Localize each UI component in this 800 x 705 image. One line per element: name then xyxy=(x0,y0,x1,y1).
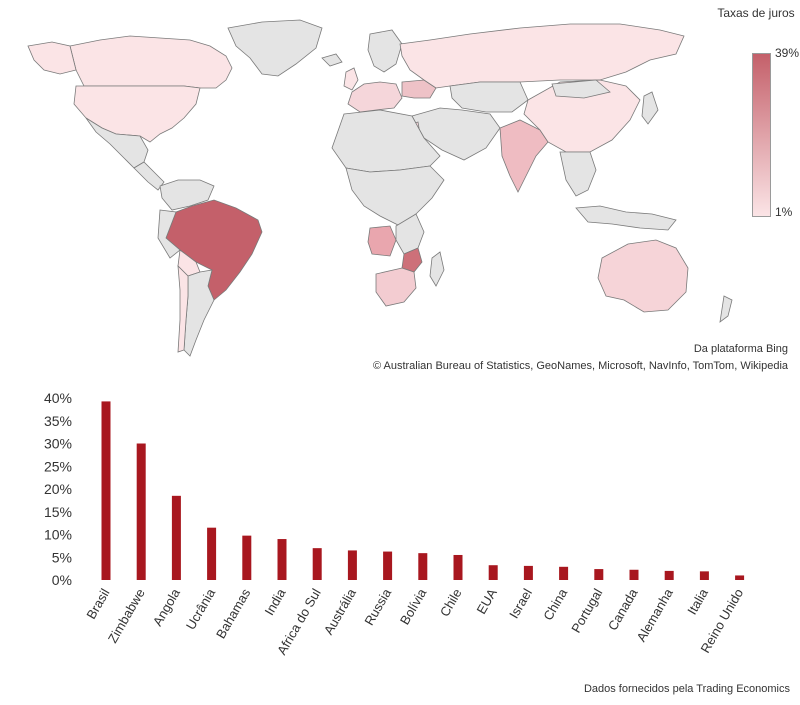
bar-canada xyxy=(629,569,639,580)
data-source-footnote: Dados fornecidos pela Trading Economics xyxy=(583,683,790,695)
world-map-panel: Taxas de juros 39% 1% Da plataforma Bing… xyxy=(27,6,800,372)
central-america xyxy=(133,161,165,191)
legend-gradient-bar xyxy=(752,53,771,217)
y-tick-label: 40% xyxy=(44,390,72,406)
central-africa xyxy=(345,165,445,227)
south-africa xyxy=(375,267,417,307)
map-source-note: Da plataforma Bing xyxy=(693,343,788,355)
bar-brasil xyxy=(101,401,111,580)
x-tick-label: China xyxy=(540,585,570,623)
interest-rate-bar-chart: 0%5%10%15%20%25%30%35%40% BrasilZimbabwe… xyxy=(44,390,746,657)
madagascar xyxy=(429,251,445,287)
bar-chile xyxy=(453,554,463,580)
australia xyxy=(597,239,689,313)
x-tick-label: Russia xyxy=(361,585,394,628)
bar-bolívia xyxy=(418,553,428,580)
y-tick-label: 10% xyxy=(44,527,72,543)
mongolia xyxy=(551,79,611,99)
x-tick-label: Ucrânia xyxy=(183,585,219,632)
bar-zimbabwe xyxy=(136,443,146,580)
x-tick-label: Canada xyxy=(605,585,641,633)
y-axis: 0% 5% 10% 15% 20% 25% 30% 35% 40% xyxy=(44,390,72,588)
y-tick-label: 5% xyxy=(52,549,72,565)
x-tick-label: Israel xyxy=(506,586,535,621)
japan xyxy=(641,91,659,125)
y-tick-label: 35% xyxy=(44,413,72,429)
bar-reino-unido xyxy=(735,575,745,580)
x-tick-label: Bolívia xyxy=(397,585,430,627)
bar-italia xyxy=(699,571,709,580)
x-tick-label: EUA xyxy=(473,586,500,617)
world-map xyxy=(27,19,733,357)
bars xyxy=(101,401,745,580)
x-tick-label: Italia xyxy=(684,585,711,617)
bar-israel xyxy=(523,565,533,580)
legend-min-label: 1% xyxy=(775,205,793,219)
y-tick-label: 0% xyxy=(52,572,72,588)
map-credits-note: © Australian Bureau of Statistics, GeoNa… xyxy=(372,360,788,372)
bar-alemanha xyxy=(664,570,674,580)
y-tick-label: 25% xyxy=(44,458,72,474)
indonesia xyxy=(575,205,677,231)
europe-west xyxy=(347,81,403,113)
y-tick-label: 15% xyxy=(44,504,72,520)
bar-china xyxy=(559,566,569,580)
bar-bahamas xyxy=(242,535,252,580)
southeast-asia xyxy=(559,151,597,197)
x-tick-label: Portugal xyxy=(568,586,605,636)
legend-max-label: 39% xyxy=(775,46,800,60)
kazakhstan-central-asia xyxy=(449,81,529,113)
bar-portugal xyxy=(594,569,604,580)
x-tick-label: Chile xyxy=(437,586,465,619)
china xyxy=(523,79,641,153)
y-tick-label: 20% xyxy=(44,481,72,497)
zimbabwe xyxy=(401,247,423,273)
canada xyxy=(69,35,233,89)
x-tick-label: Brasil xyxy=(83,586,112,622)
usa xyxy=(73,85,201,143)
bar-ucrânia xyxy=(207,527,217,580)
colombia-venezuela xyxy=(159,179,215,211)
new-zealand xyxy=(719,295,733,323)
angola xyxy=(367,225,397,257)
uk xyxy=(343,67,359,91)
bar-russia xyxy=(383,551,393,580)
scandinavia xyxy=(367,29,403,73)
bar-africa-do-sul xyxy=(312,548,322,580)
legend-title: Taxas de juros xyxy=(717,6,795,20)
russia xyxy=(399,23,685,89)
greenland xyxy=(227,19,323,77)
bar-angola xyxy=(171,495,181,580)
bar-india xyxy=(277,539,287,580)
y-tick-label: 30% xyxy=(44,436,72,452)
x-tick-label: Bahamas xyxy=(213,586,254,641)
alaska xyxy=(27,41,77,75)
x-tick-label: Angola xyxy=(150,585,184,628)
chile xyxy=(177,264,189,353)
bar-eua xyxy=(488,565,498,580)
middle-east xyxy=(411,107,501,161)
x-tick-label: India xyxy=(262,585,289,618)
iceland xyxy=(321,53,343,67)
x-tick-label: Austrália xyxy=(321,585,360,637)
bar-austrália xyxy=(347,550,357,580)
india xyxy=(499,119,549,193)
